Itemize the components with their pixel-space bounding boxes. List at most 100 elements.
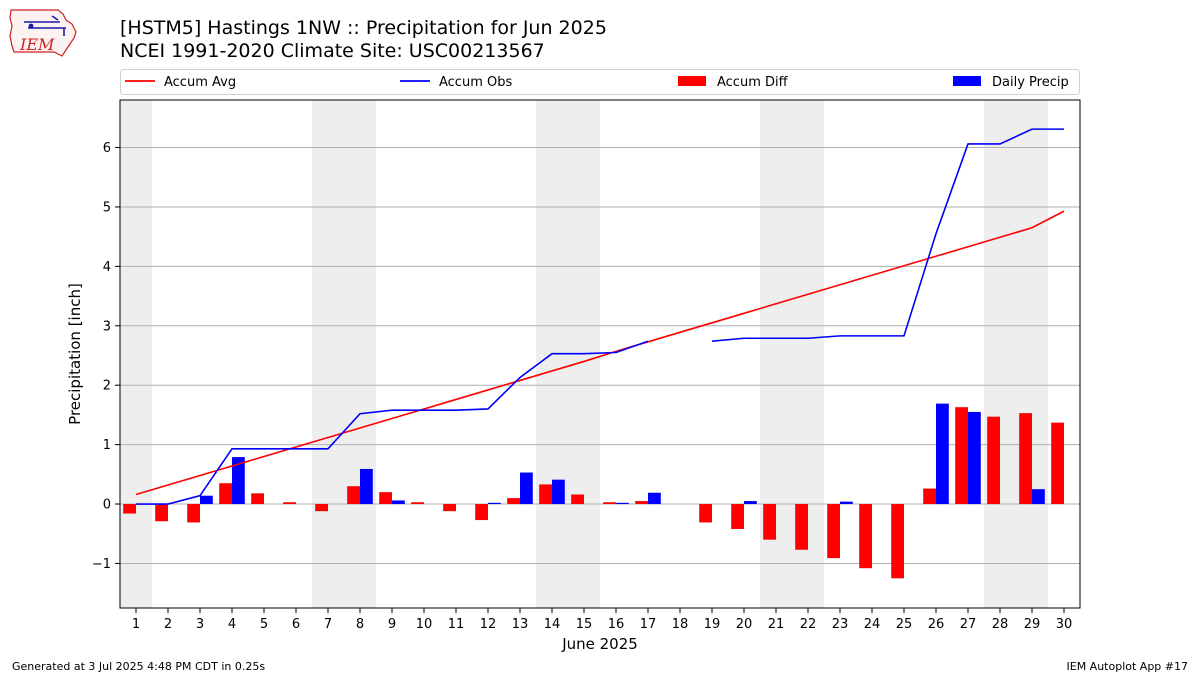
x-tick-label: 15 bbox=[576, 617, 593, 632]
x-tick-label: 13 bbox=[512, 617, 529, 632]
accum-diff-bar bbox=[379, 492, 392, 505]
legend-label-daily-precip: Daily Precip bbox=[992, 75, 1069, 90]
daily-precip-bar bbox=[200, 495, 213, 505]
daily-precip-bar bbox=[744, 501, 757, 505]
x-tick-label: 10 bbox=[416, 617, 433, 632]
x-tick-label: 24 bbox=[864, 617, 881, 632]
x-tick-label: 7 bbox=[324, 617, 332, 632]
y-tick-label: 6 bbox=[103, 141, 111, 156]
accum-diff-bar bbox=[1051, 422, 1064, 505]
y-tick-label: 2 bbox=[103, 379, 111, 394]
weekend-shading bbox=[120, 100, 1048, 608]
daily-precip-bar bbox=[1032, 489, 1045, 505]
weekend-band bbox=[120, 100, 152, 608]
x-tick-label: 6 bbox=[292, 617, 300, 632]
footer-generated: Generated at 3 Jul 2025 4:48 PM CDT in 0… bbox=[12, 660, 266, 673]
weekend-band bbox=[312, 100, 376, 608]
x-tick-label: 26 bbox=[928, 617, 945, 632]
grid-lines bbox=[120, 147, 1080, 564]
accum-diff-bar bbox=[347, 486, 360, 505]
accum-diff-bar bbox=[731, 504, 744, 529]
x-tick-label: 18 bbox=[672, 617, 689, 632]
x-tick-label: 12 bbox=[480, 617, 497, 632]
accum-diff-bar bbox=[539, 484, 552, 505]
x-tick-label: 27 bbox=[960, 617, 977, 632]
accum-diff-bar bbox=[699, 504, 712, 523]
weekend-band bbox=[984, 100, 1048, 608]
accum-diff-bar bbox=[955, 407, 968, 505]
x-tick-label: 30 bbox=[1056, 617, 1073, 632]
x-tick-label: 9 bbox=[388, 617, 396, 632]
accum-diff-bar bbox=[635, 501, 648, 505]
legend-label-accum-diff: Accum Diff bbox=[717, 75, 789, 90]
y-tick-label: −1 bbox=[92, 557, 111, 572]
chart-title: [HSTM5] Hastings 1NW :: Precipitation fo… bbox=[120, 17, 607, 39]
daily-precip-bar bbox=[616, 502, 629, 505]
weather-symbols-icon bbox=[24, 15, 66, 36]
daily-precip-bar bbox=[552, 479, 565, 505]
legend-box bbox=[120, 69, 1080, 95]
accum-obs-line bbox=[711, 128, 1064, 343]
daily-precip-bar bbox=[520, 472, 533, 505]
x-tick-label: 21 bbox=[768, 617, 785, 632]
x-tick-label: 17 bbox=[640, 617, 657, 632]
accum-diff-bar bbox=[315, 504, 328, 512]
bars bbox=[123, 403, 1064, 579]
accum-diff-bar bbox=[507, 498, 520, 505]
x-tick-label: 16 bbox=[608, 617, 625, 632]
accum-diff-bar bbox=[859, 504, 872, 569]
accum-diff-bar bbox=[475, 504, 488, 521]
legend-label-accum-avg: Accum Avg bbox=[164, 75, 236, 90]
legend-swatch-daily-precip bbox=[953, 76, 981, 86]
accum-diff-bar bbox=[763, 504, 776, 540]
accum-diff-bar bbox=[923, 488, 936, 505]
daily-precip-bar bbox=[232, 457, 245, 505]
accum-diff-bar bbox=[891, 504, 904, 579]
accum-diff-bar bbox=[251, 493, 264, 505]
weather-dot-icon bbox=[28, 23, 34, 29]
daily-precip-bar bbox=[840, 501, 853, 505]
plot-frame bbox=[119, 99, 1081, 609]
legend-swatch-accum-diff bbox=[678, 76, 706, 86]
x-tick-label: 25 bbox=[896, 617, 913, 632]
accum-diff-bar bbox=[283, 502, 296, 505]
x-tick-label: 4 bbox=[228, 617, 236, 632]
footer-app: IEM Autoplot App #17 bbox=[1066, 660, 1189, 673]
accum-diff-bar bbox=[123, 504, 136, 514]
x-tick-label: 1 bbox=[132, 617, 140, 632]
iem-logo: IEM bbox=[9, 9, 77, 57]
accum-diff-bar bbox=[827, 504, 840, 559]
x-tick-label: 23 bbox=[832, 617, 849, 632]
accum-diff-bar bbox=[795, 504, 808, 550]
accum-diff-bar bbox=[603, 502, 616, 505]
x-tick-label: 28 bbox=[992, 617, 1009, 632]
chart-subtitle: NCEI 1991-2020 Climate Site: USC00213567 bbox=[120, 40, 545, 62]
x-tick-label: 29 bbox=[1024, 617, 1041, 632]
accum-diff-bar bbox=[987, 416, 1000, 505]
y-axis-label: Precipitation [inch] bbox=[66, 283, 84, 425]
logo-text: IEM bbox=[19, 35, 55, 54]
x-tick-label: 19 bbox=[704, 617, 721, 632]
x-tick-label: 5 bbox=[260, 617, 268, 632]
x-tick-label: 3 bbox=[196, 617, 204, 632]
daily-precip-bar bbox=[648, 492, 661, 505]
daily-precip-bar bbox=[968, 411, 981, 505]
legend: Accum Avg Accum Obs Accum Diff Daily Precip bbox=[120, 69, 1080, 95]
accum-obs-line bbox=[136, 340, 649, 505]
accum-diff-bar bbox=[187, 504, 200, 523]
accum-diff-bar bbox=[411, 502, 424, 505]
accum-diff-bar bbox=[219, 483, 232, 505]
x-tick-label: 14 bbox=[544, 617, 561, 632]
x-tick-label: 20 bbox=[736, 617, 753, 632]
x-tick-label: 22 bbox=[800, 617, 817, 632]
x-tick-label: 11 bbox=[448, 617, 465, 632]
x-tick-label: 8 bbox=[356, 617, 364, 632]
accum-diff-bar bbox=[571, 494, 584, 505]
daily-precip-bar bbox=[360, 468, 373, 505]
accum-lines bbox=[135, 128, 1065, 505]
daily-precip-bar bbox=[488, 502, 501, 505]
legend-label-accum-obs: Accum Obs bbox=[439, 75, 512, 90]
accum-diff-bar bbox=[155, 504, 168, 522]
